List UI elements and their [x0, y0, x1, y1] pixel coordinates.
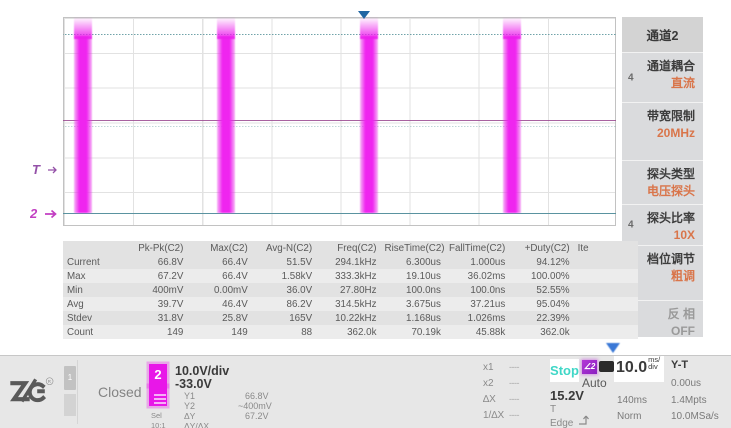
svg-text:R: R: [48, 379, 51, 384]
svg-text:T: T: [32, 162, 41, 177]
svg-text:2: 2: [30, 206, 38, 221]
